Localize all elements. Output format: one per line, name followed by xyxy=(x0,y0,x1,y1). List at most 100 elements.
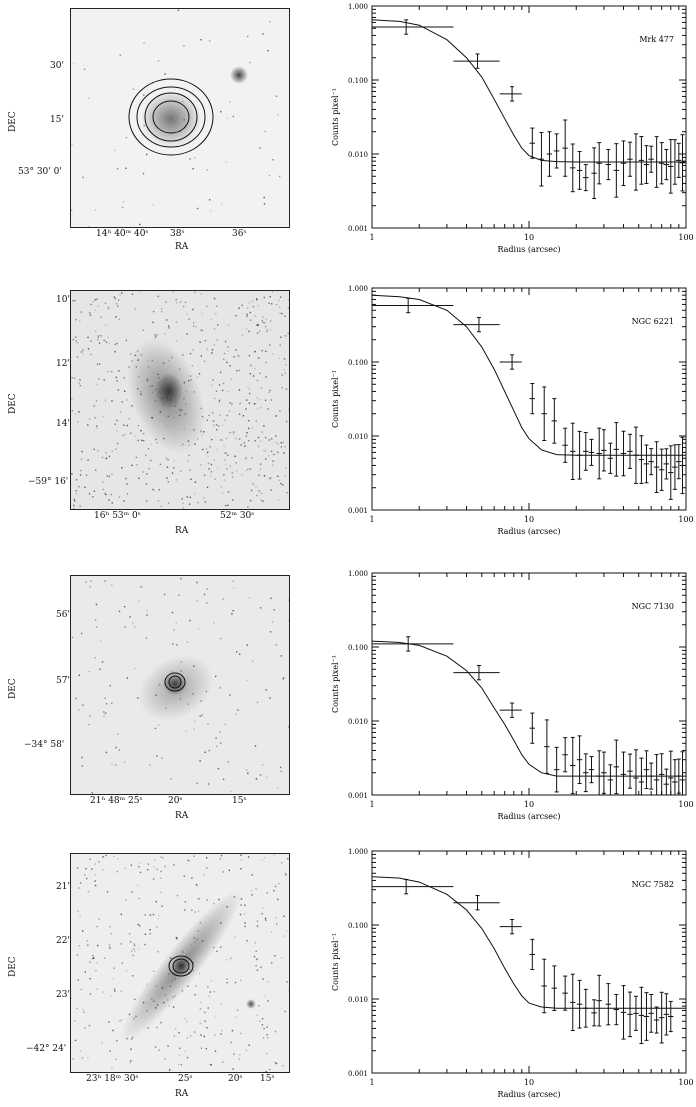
data-point xyxy=(643,444,650,484)
data-point xyxy=(553,133,560,169)
ytick-label: 56' xyxy=(56,610,70,620)
chart-title: Mrk 477 xyxy=(639,35,674,44)
data-point xyxy=(679,436,686,495)
data-point xyxy=(620,140,627,187)
model-curve xyxy=(371,294,686,456)
data-point xyxy=(499,702,522,718)
chart-title: NGC 7582 xyxy=(632,880,674,889)
data-point xyxy=(591,147,597,200)
y-tick-label: 0.010 xyxy=(348,433,368,441)
data-point xyxy=(605,983,611,1026)
y-tick-label: 1.000 xyxy=(348,570,368,578)
image-panel-3 xyxy=(70,575,290,795)
figure-row-1: 30' 15' 53° 30' 0' DEC 14ʰ 40ᵐ 40ˢ 38ˢ 3… xyxy=(0,0,696,262)
y-tick-label: 1.000 xyxy=(348,285,368,293)
data-point xyxy=(576,735,583,785)
data-point xyxy=(648,762,654,790)
dec-axis-label: DEC xyxy=(8,393,18,414)
data-point xyxy=(633,426,639,484)
y-axis-label: Counts pixel⁻¹ xyxy=(331,88,340,146)
data-point xyxy=(562,119,568,177)
ytick-label: −42° 24' xyxy=(26,1044,67,1054)
y-tick-label: 0.100 xyxy=(348,644,368,652)
xtick-label: 14ʰ 40ᵐ 40ˢ xyxy=(96,229,149,239)
xtick-label: 36ˢ xyxy=(232,229,247,239)
data-point xyxy=(653,754,660,796)
image-panel-4 xyxy=(70,853,290,1073)
chart-title: NGC 7130 xyxy=(632,602,674,611)
x-axis-label: Radius (arcsec) xyxy=(497,527,560,536)
ytick-label: 14' xyxy=(56,419,70,429)
xtick-label: 16ʰ 53ᵐ 0ˢ xyxy=(94,511,141,521)
data-point xyxy=(591,999,597,1027)
data-point xyxy=(638,757,645,796)
y-axis-label: Counts pixel⁻¹ xyxy=(331,933,340,991)
data-point xyxy=(658,991,665,1044)
x-axis-label: Radius (arcsec) xyxy=(497,812,560,821)
y-tick-label: 1.000 xyxy=(348,3,368,11)
ra-axis-label: RA xyxy=(175,242,189,252)
data-point xyxy=(596,427,602,480)
y-tick-label: 0.001 xyxy=(348,507,368,515)
data-point xyxy=(627,433,633,469)
data-point xyxy=(676,142,682,178)
data-point xyxy=(633,995,639,1031)
data-point xyxy=(658,753,665,796)
x-tick-label: 100 xyxy=(678,1078,693,1087)
x-tick-label: 1 xyxy=(369,233,374,242)
xtick-label: 52ᵐ 30ˢ xyxy=(220,511,255,521)
ra-axis-label: RA xyxy=(175,1089,189,1099)
xtick-label: 38ˢ xyxy=(170,229,185,239)
data-point xyxy=(541,958,547,1014)
data-point xyxy=(546,131,553,177)
data-point xyxy=(672,139,678,185)
data-point xyxy=(372,19,454,35)
x-tick-label: 10 xyxy=(524,233,534,242)
ytick-label: 53° 30' 0' xyxy=(18,167,62,177)
sky-image xyxy=(71,576,289,794)
data-point xyxy=(672,444,678,490)
data-point xyxy=(453,316,500,333)
dec-axis-label: DEC xyxy=(8,956,18,977)
data-point xyxy=(583,988,589,1028)
data-point xyxy=(633,749,639,796)
data-point xyxy=(569,422,576,480)
data-point xyxy=(679,751,686,796)
ytick-label: 30' xyxy=(50,61,64,71)
sky-image xyxy=(71,9,289,227)
x-tick-label: 100 xyxy=(678,233,693,242)
data-point xyxy=(663,768,670,796)
data-point xyxy=(499,354,522,370)
data-point xyxy=(638,986,645,1045)
x-tick-label: 10 xyxy=(524,800,534,809)
y-tick-label: 0.100 xyxy=(348,77,368,85)
data-point xyxy=(672,759,678,796)
data-point xyxy=(620,751,627,796)
data-point xyxy=(499,86,522,102)
xtick-label: 20ˢ xyxy=(228,1074,243,1084)
sky-image xyxy=(71,854,289,1072)
xtick-label: 25ˢ xyxy=(178,1074,193,1084)
data-point xyxy=(372,878,454,895)
data-point xyxy=(607,764,614,796)
data-point xyxy=(648,448,654,476)
data-point xyxy=(372,636,454,652)
data-point xyxy=(679,134,686,192)
ra-axis-label: RA xyxy=(175,526,189,536)
x-tick-label: 1 xyxy=(369,515,374,524)
y-tick-label: 0.001 xyxy=(348,792,368,800)
data-point xyxy=(596,142,602,185)
data-point xyxy=(653,441,660,493)
data-point xyxy=(551,965,558,1011)
data-point xyxy=(551,398,558,444)
ytick-label: 22' xyxy=(56,936,70,946)
data-point xyxy=(653,1006,660,1034)
data-point xyxy=(638,435,645,484)
xtick-label: 20ˢ xyxy=(168,796,183,806)
data-point xyxy=(613,993,620,1026)
model-curve xyxy=(371,19,686,163)
data-point xyxy=(596,750,602,796)
data-point xyxy=(658,142,665,185)
ytick-label: −59° 16' xyxy=(28,477,69,487)
ytick-label: −34° 58' xyxy=(24,740,65,750)
